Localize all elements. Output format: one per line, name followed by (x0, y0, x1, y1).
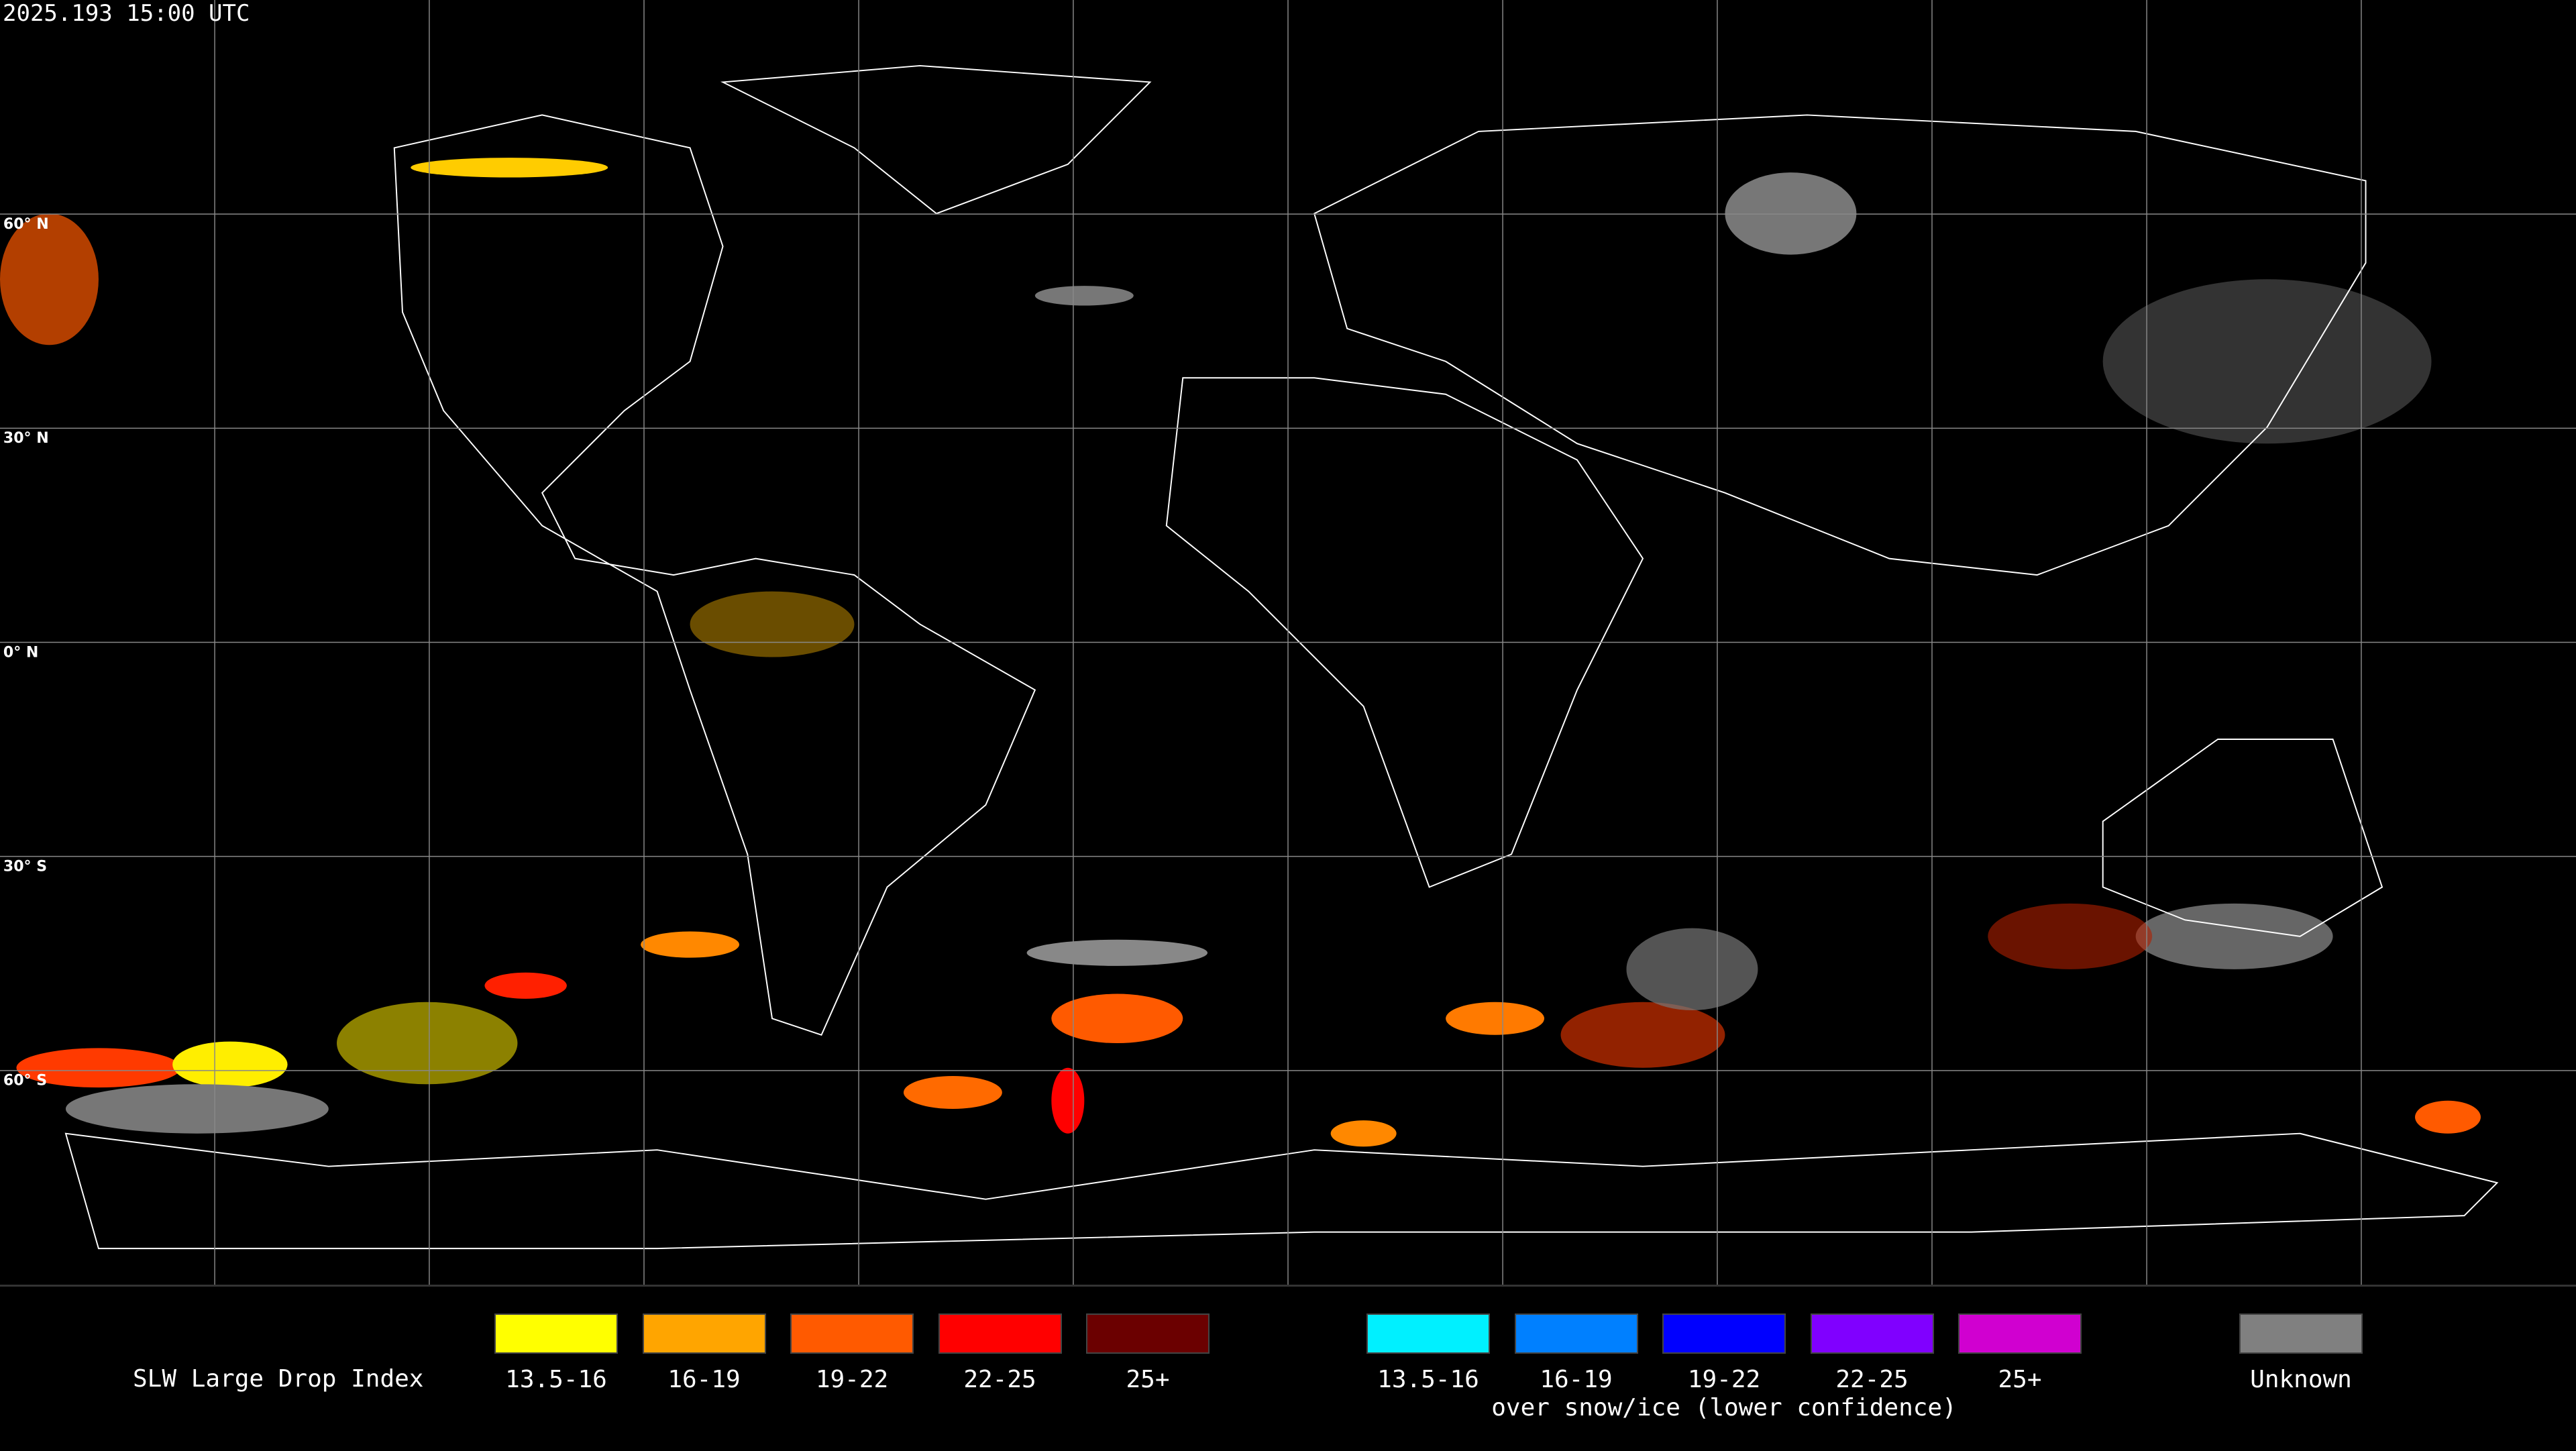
latitude-label: 60° S (3, 1072, 47, 1089)
legend: SLW Large Drop Index 13.5-16 16-19 19-22 22… (0, 1285, 2576, 1451)
legend-label: 13.5-16 (505, 1366, 607, 1393)
latitude-labels: 60° N 30° N 0° N 30° S 60° S (3, 216, 49, 1089)
legend-label: 19-22 (815, 1366, 889, 1393)
legend-label: 22-25 (1835, 1366, 1909, 1393)
legend-swatch (1086, 1313, 1210, 1354)
legend-swatch (1810, 1313, 1934, 1354)
legend-swatch (1958, 1313, 2082, 1354)
legend-label: 25+ (1998, 1366, 2042, 1393)
legend-label: 13.5-16 (1377, 1366, 1479, 1393)
graticule (0, 0, 2576, 1285)
legend-label: 25+ (1126, 1366, 1170, 1393)
legend-swatch (1662, 1313, 1786, 1354)
legend-label: 16-19 (1540, 1366, 1613, 1393)
legend-title: SLW Large Drop Index (133, 1365, 424, 1393)
weather-blobs (0, 158, 2481, 1147)
legend-swatch (494, 1313, 618, 1354)
legend-label: Unknown (2250, 1366, 2352, 1393)
legend-label: 19-22 (1687, 1366, 1761, 1393)
latitude-label: 60° N (3, 216, 49, 233)
legend-caption: over snow/ice (lower confidence) (1491, 1394, 1957, 1421)
legend-swatch (2239, 1313, 2363, 1354)
legend-label: 22-25 (963, 1366, 1036, 1393)
legend-label: 16-19 (667, 1366, 741, 1393)
timestamp: 2025.193 15:00 UTC (3, 0, 250, 27)
legend-swatch (1366, 1313, 1490, 1354)
latitude-label: 0° N (3, 644, 38, 661)
legend-swatch (938, 1313, 1062, 1354)
map: 60° N 30° N 0° N 30° S 60° S (0, 0, 2576, 1285)
latitude-label: 30° S (3, 858, 47, 875)
legend-swatch (790, 1313, 914, 1354)
coastlines (64, 64, 2499, 1250)
legend-swatch (1514, 1313, 1638, 1354)
legend-swatch (642, 1313, 766, 1354)
latitude-label: 30° N (3, 430, 49, 447)
